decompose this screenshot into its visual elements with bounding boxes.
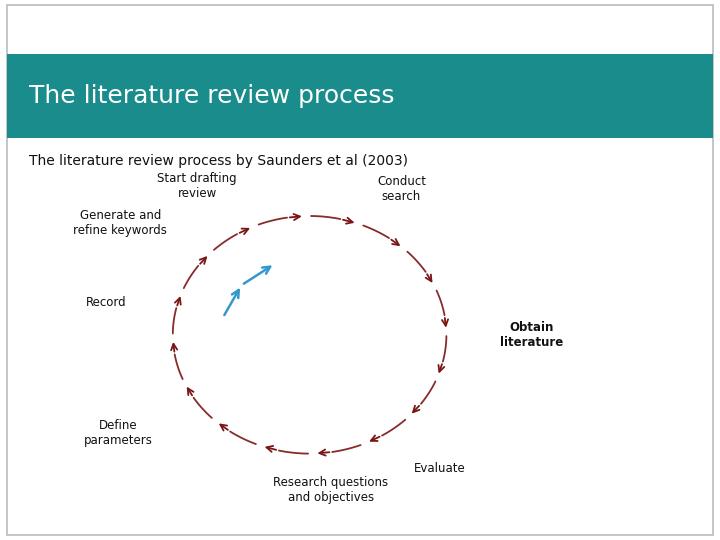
Text: Obtain
literature: Obtain literature: [500, 321, 564, 349]
Text: The literature review process by Saunders et al (2003): The literature review process by Saunder…: [29, 154, 408, 168]
Text: Research questions
and objectives: Research questions and objectives: [273, 476, 388, 504]
Text: Conduct
search: Conduct search: [377, 175, 426, 203]
Text: Generate and
refine keywords: Generate and refine keywords: [73, 210, 167, 238]
Text: Define
parameters: Define parameters: [84, 418, 153, 447]
Text: Record: Record: [86, 296, 127, 309]
FancyBboxPatch shape: [7, 54, 713, 138]
Text: Start drafting
review: Start drafting review: [158, 172, 237, 200]
Text: The literature review process: The literature review process: [29, 84, 395, 108]
Text: Evaluate: Evaluate: [414, 462, 466, 475]
